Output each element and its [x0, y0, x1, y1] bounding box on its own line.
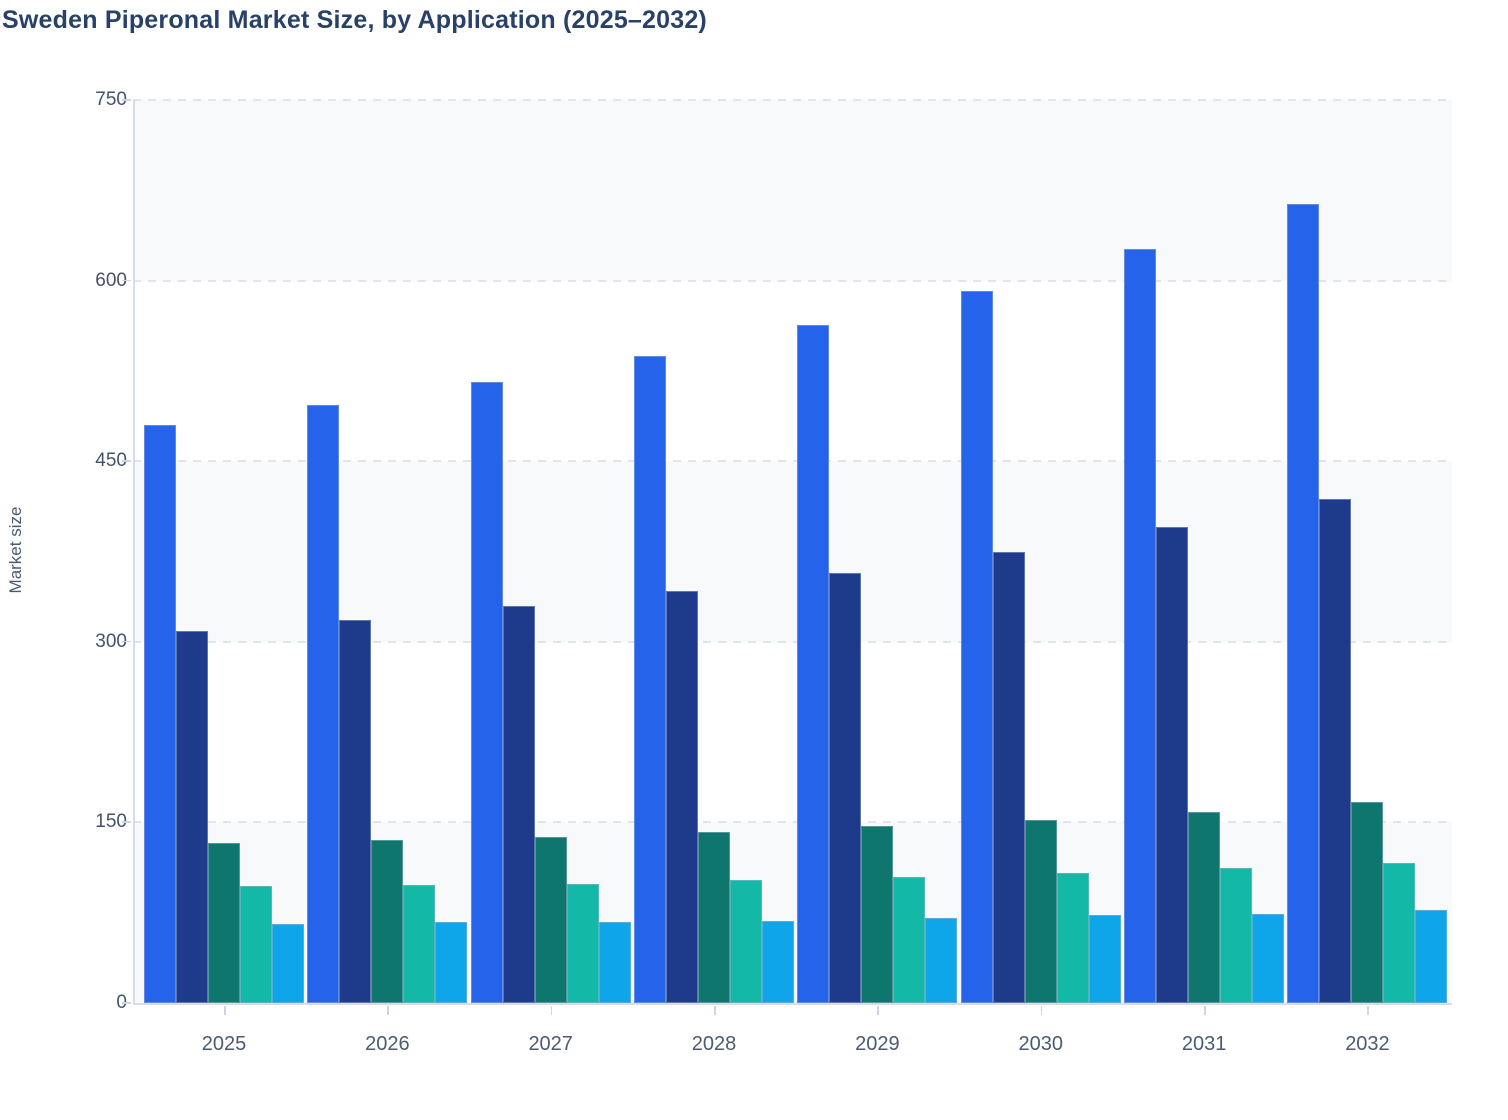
bar-2031-series-5[interactable] [1252, 913, 1285, 1003]
x-axis-line [133, 1003, 1452, 1005]
x-tick-mark [224, 1006, 226, 1015]
x-tick-label: 2032 [1345, 1033, 1390, 1055]
bar-2031-series-4[interactable] [1220, 868, 1253, 1003]
x-tick-mark [877, 1006, 879, 1015]
bar-2025-series-1[interactable] [144, 425, 176, 1003]
bar-2032-series-5[interactable] [1415, 910, 1448, 1003]
bar-2029-series-3[interactable] [861, 826, 894, 1003]
x-tick-label: 2027 [528, 1033, 573, 1055]
bar-2027-series-2[interactable] [502, 605, 535, 1003]
bar-2025-series-2[interactable] [176, 630, 208, 1003]
bar-2027-series-1[interactable] [470, 381, 503, 1003]
y-tick-label: 450 [95, 450, 127, 472]
bar-2028-series-4[interactable] [730, 880, 763, 1003]
y-axis-title: Market size [6, 506, 25, 594]
bar-2031-series-2[interactable] [1156, 527, 1189, 1003]
gridline [133, 640, 1452, 643]
bar-2029-series-4[interactable] [893, 876, 926, 1003]
plot-band [133, 461, 1452, 642]
y-tick-mark [122, 460, 131, 462]
bar-2028-series-2[interactable] [666, 591, 699, 1003]
plot-band [133, 100, 1452, 281]
bar-2032-series-2[interactable] [1319, 498, 1352, 1003]
y-tick-mark [122, 279, 131, 282]
bar-2029-series-5[interactable] [925, 917, 958, 1003]
y-tick-label: 600 [95, 269, 127, 291]
bar-2026-series-3[interactable] [371, 840, 404, 1003]
y-axis-line [133, 100, 135, 1003]
bar-2025-series-3[interactable] [208, 842, 240, 1003]
bar-2028-series-5[interactable] [762, 921, 795, 1003]
bar-2025-series-5[interactable] [272, 923, 304, 1003]
bar-2031-series-1[interactable] [1124, 249, 1157, 1003]
gridline [133, 460, 1452, 463]
bar-2029-series-2[interactable] [829, 573, 862, 1003]
x-tick-label: 2028 [691, 1033, 737, 1055]
x-tick-mark [1040, 1006, 1043, 1015]
y-tick-mark [122, 99, 131, 101]
x-tick-mark [387, 1006, 389, 1015]
x-tick-mark [550, 1006, 553, 1015]
bar-2030-series-1[interactable] [960, 291, 993, 1003]
bar-2032-series-1[interactable] [1287, 203, 1320, 1003]
x-tick-mark [714, 1006, 716, 1015]
x-tick-label: 2030 [1018, 1033, 1064, 1055]
x-tick-label: 2025 [201, 1033, 247, 1055]
x-tick-mark [1367, 1006, 1369, 1015]
y-tick-label: 300 [95, 630, 127, 652]
bar-2028-series-3[interactable] [698, 832, 731, 1003]
x-tick-mark [1204, 1006, 1206, 1015]
bar-2030-series-4[interactable] [1056, 872, 1089, 1003]
bar-2027-series-3[interactable] [534, 836, 567, 1003]
bar-2030-series-2[interactable] [992, 551, 1025, 1003]
y-tick-label: 150 [95, 811, 127, 833]
y-tick-mark [122, 821, 131, 823]
y-tick-label: 0 [67, 992, 127, 1014]
gridline [133, 279, 1452, 282]
bar-2026-series-1[interactable] [307, 404, 340, 1003]
y-tick-mark [122, 640, 131, 643]
x-tick-label: 2029 [855, 1033, 900, 1055]
bar-2032-series-4[interactable] [1383, 863, 1416, 1003]
bar-2027-series-4[interactable] [566, 883, 599, 1003]
bar-2030-series-5[interactable] [1088, 915, 1121, 1003]
gridline [133, 821, 1452, 824]
bar-2027-series-5[interactable] [598, 922, 631, 1003]
bar-2030-series-3[interactable] [1024, 819, 1057, 1003]
x-tick-label: 2031 [1181, 1033, 1227, 1055]
bar-2025-series-4[interactable] [240, 886, 272, 1003]
bar-2026-series-4[interactable] [403, 885, 436, 1003]
gridline [133, 99, 1452, 101]
bar-2026-series-2[interactable] [339, 620, 372, 1003]
bar-2026-series-5[interactable] [435, 922, 468, 1003]
bar-2029-series-1[interactable] [797, 325, 830, 1003]
bar-2032-series-3[interactable] [1351, 801, 1384, 1003]
bar-2028-series-1[interactable] [634, 356, 667, 1003]
y-tick-label: 750 [95, 89, 127, 110]
chart-title: Sweden Piperonal Market Size, by Applica… [2, 6, 707, 34]
y-tick-mark [122, 1002, 131, 1004]
x-tick-label: 2026 [365, 1033, 410, 1055]
bar-2031-series-3[interactable] [1188, 811, 1221, 1003]
